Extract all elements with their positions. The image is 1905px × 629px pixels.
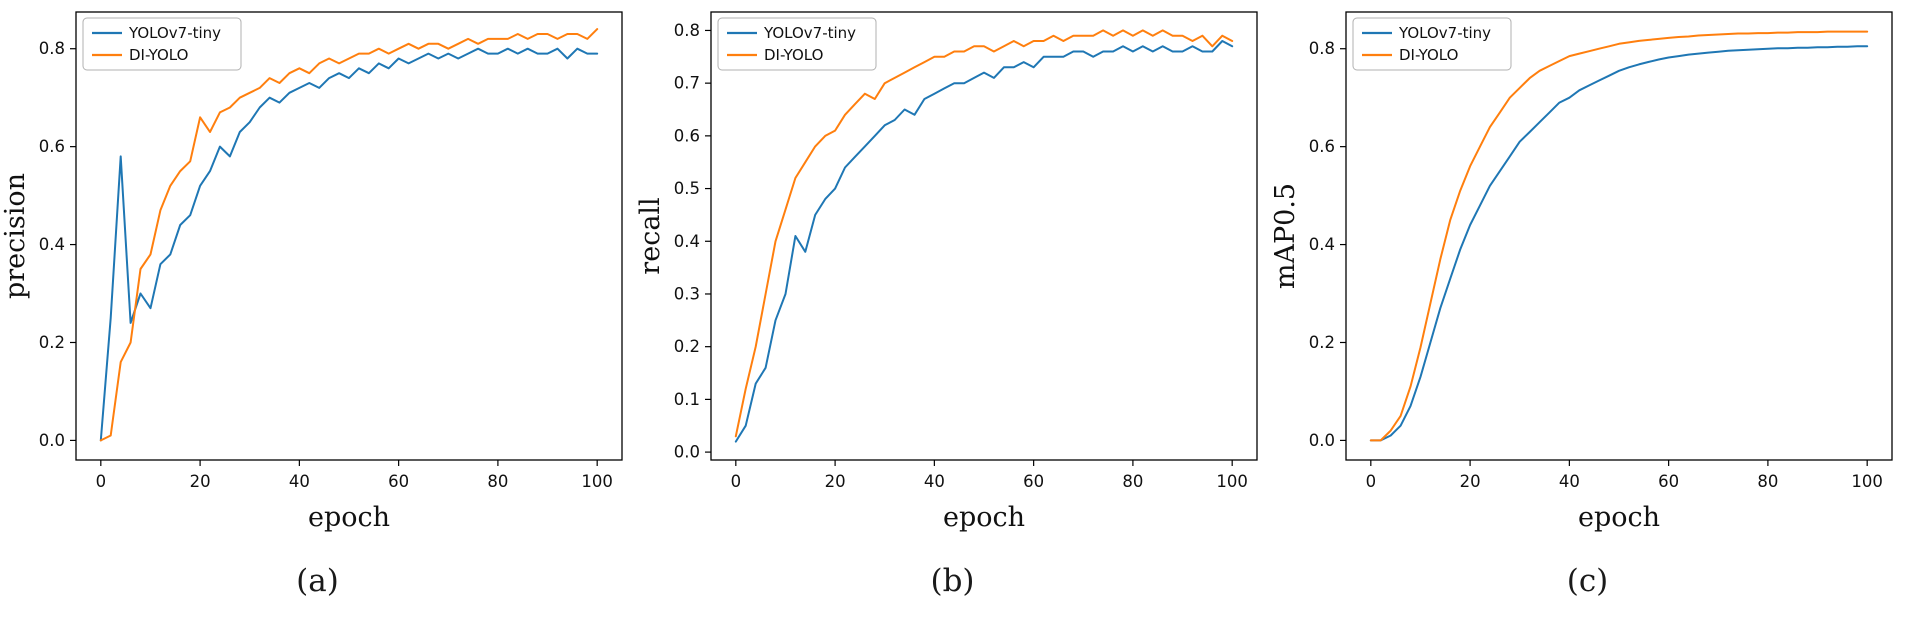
y-tick-label: 0.6 xyxy=(1309,137,1335,156)
y-tick-label: 0.4 xyxy=(1309,235,1335,254)
y-axis-label: recall xyxy=(635,197,666,274)
y-tick-label: 0.6 xyxy=(674,126,700,145)
subplot-caption-c: (c) xyxy=(1566,563,1609,599)
x-tick-label: 80 xyxy=(487,472,508,491)
plot-border xyxy=(710,11,1258,461)
line-di-yolo xyxy=(1369,30,1869,442)
x-tick-label: 40 xyxy=(289,472,310,491)
x-tick-label: 60 xyxy=(1023,472,1044,491)
x-axis-label: epoch xyxy=(943,502,1025,533)
y-tick-label: 0.2 xyxy=(674,337,700,356)
x-tick-label: 100 xyxy=(581,472,613,491)
line-yolov7-tiny xyxy=(734,40,1234,443)
y-tick-label: 0.3 xyxy=(674,284,700,303)
x-tick-label: 20 xyxy=(190,472,211,491)
y-tick-label: 0.7 xyxy=(674,74,700,93)
x-tick-label: 40 xyxy=(924,472,945,491)
line-yolov7-tiny xyxy=(1369,45,1869,442)
plot-border xyxy=(75,11,623,461)
line-yolov7-tiny xyxy=(99,47,599,442)
x-tick-label: 100 xyxy=(1216,472,1248,491)
x-tick-label: 80 xyxy=(1122,472,1143,491)
x-tick-label: 0 xyxy=(731,472,742,491)
y-axis-label: precision xyxy=(0,173,31,299)
legend-label-yolov7-tiny: YOLOv7-tiny xyxy=(128,24,221,42)
x-axis-label: epoch xyxy=(308,502,390,533)
x-tick-label: 20 xyxy=(825,472,846,491)
precision-chart-svg: 0 20 40 60 80 100 0.0 0.2 0.4 0.6 0.8 epoch precisio… xyxy=(0,11,623,533)
y-tick-label: 0.6 xyxy=(39,137,65,156)
map05-chart-svg: 0 20 40 60 80 100 0.0 0.2 0.4 0.6 0.8 epoch mAP0.5 YO… xyxy=(1270,11,1893,533)
y-tick-label: 0.8 xyxy=(39,39,65,58)
subplot-caption-b: (b) xyxy=(930,563,975,599)
y-tick-label: 0.4 xyxy=(39,235,65,254)
x-axis-label: epoch xyxy=(1578,502,1660,533)
y-tick-label: 0.8 xyxy=(1309,39,1335,58)
x-tick-label: 60 xyxy=(1658,472,1679,491)
subplot-map: 0 20 40 60 80 100 0.0 0.2 0.4 0.6 0.8 epoch mAP0.5 YO… xyxy=(1270,0,1905,598)
legend-label-di-yolo: DI-YOLO xyxy=(1399,46,1458,64)
x-tick-label: 0 xyxy=(96,472,107,491)
x-tick-label: 100 xyxy=(1851,472,1883,491)
y-tick-label: 0.2 xyxy=(39,333,65,352)
plot-border xyxy=(1345,11,1893,461)
y-axis-label: mAP0.5 xyxy=(1270,183,1301,289)
line-di-yolo xyxy=(99,28,599,442)
x-tick-label: 80 xyxy=(1757,472,1778,491)
subplot-recall: 0 20 40 60 80 100 0.0 0.1 0.2 0.3 0.4 0.5 0.6 0.7 0.8 e… xyxy=(635,0,1270,598)
legend-box xyxy=(1352,17,1512,71)
figure-row: 0 20 40 60 80 100 0.0 0.2 0.4 0.6 0.8 epoch precisio… xyxy=(0,0,1905,598)
legend-label-di-yolo: DI-YOLO xyxy=(129,46,188,64)
legend-box xyxy=(717,17,877,71)
x-tick-label: 0 xyxy=(1366,472,1377,491)
y-tick-label: 0.1 xyxy=(674,390,700,409)
legend-label-yolov7-tiny: YOLOv7-tiny xyxy=(1398,24,1491,42)
y-tick-label: 0.4 xyxy=(674,232,700,251)
subplot-caption-a: (a) xyxy=(296,563,339,599)
legend-label-yolov7-tiny: YOLOv7-tiny xyxy=(763,24,856,42)
y-tick-label: 0.0 xyxy=(1309,431,1335,450)
x-tick-label: 20 xyxy=(1460,472,1481,491)
subplot-precision: 0 20 40 60 80 100 0.0 0.2 0.4 0.6 0.8 epoch precisio… xyxy=(0,0,635,598)
x-tick-label: 60 xyxy=(388,472,409,491)
y-tick-label: 0.5 xyxy=(674,179,700,198)
y-tick-label: 0.8 xyxy=(674,21,700,40)
y-tick-label: 0.2 xyxy=(1309,333,1335,352)
legend-label-di-yolo: DI-YOLO xyxy=(764,46,823,64)
y-tick-label: 0.0 xyxy=(39,431,65,450)
y-tick-label: 0.0 xyxy=(674,443,700,462)
legend-box xyxy=(82,17,242,71)
x-tick-label: 40 xyxy=(1559,472,1580,491)
recall-chart-svg: 0 20 40 60 80 100 0.0 0.1 0.2 0.3 0.4 0.5 0.6 0.7 0.8 e… xyxy=(635,11,1258,533)
line-di-yolo xyxy=(734,29,1234,438)
